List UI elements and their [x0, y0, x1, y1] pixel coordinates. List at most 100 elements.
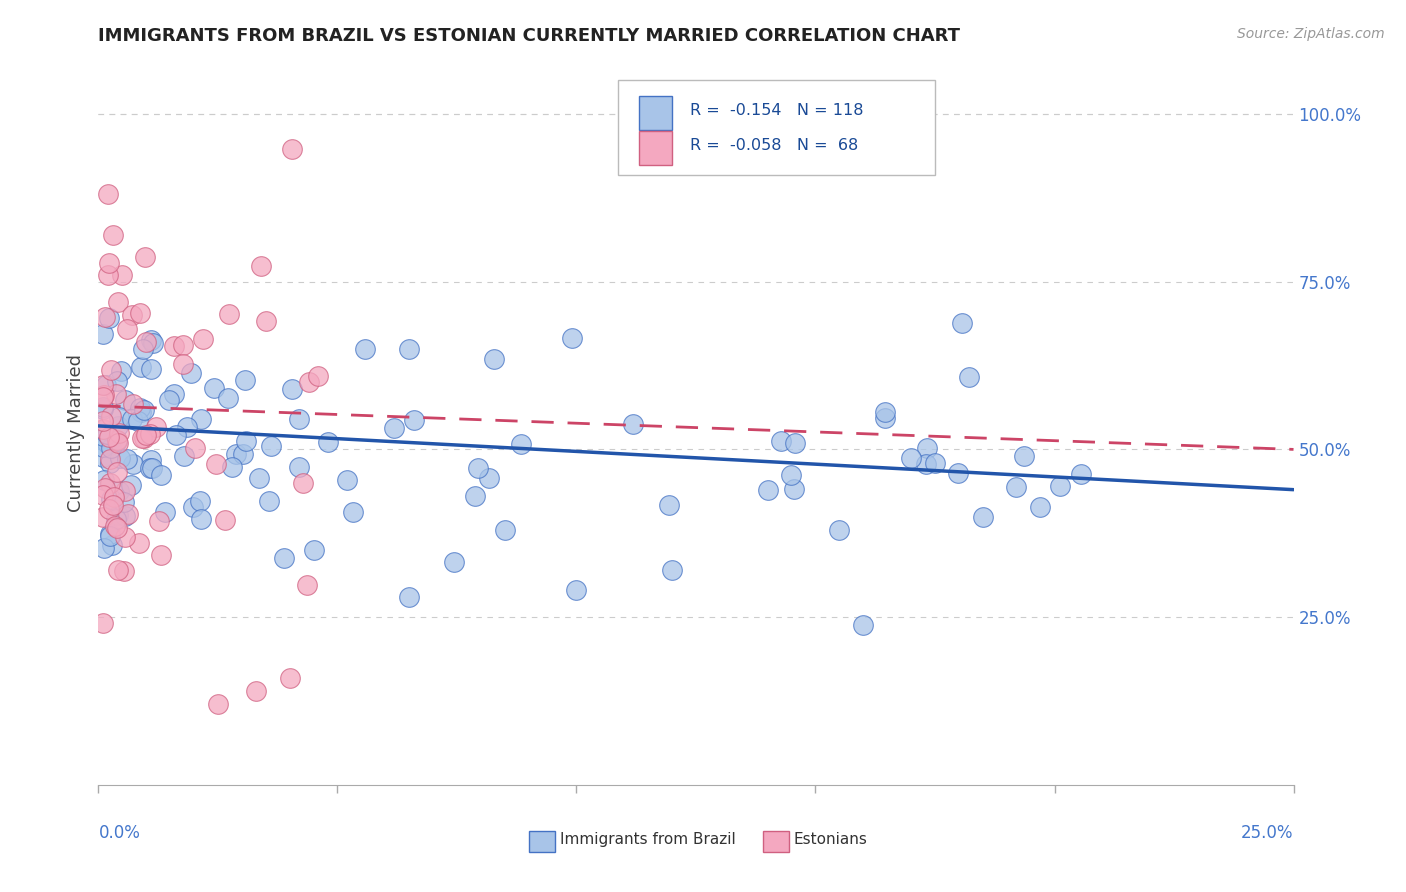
Point	[478, 471, 501, 485]
Text: Estonians: Estonians	[794, 832, 868, 847]
Point	[292, 475, 315, 490]
Point	[288, 459, 311, 474]
Point	[225, 447, 247, 461]
Point	[183, 441, 205, 455]
Point	[404, 413, 426, 427]
Point	[621, 417, 644, 432]
Point	[98, 501, 121, 516]
Point	[128, 401, 150, 416]
Point	[494, 523, 516, 537]
Point	[127, 413, 149, 427]
Point	[101, 538, 124, 552]
Point	[93, 310, 115, 325]
Point	[97, 268, 120, 283]
Point	[121, 411, 143, 425]
Point	[1028, 500, 1050, 515]
Point	[972, 509, 994, 524]
Point	[98, 457, 121, 471]
Point	[96, 436, 118, 450]
Point	[91, 378, 114, 392]
Point	[97, 436, 120, 450]
Point	[91, 510, 114, 524]
Point	[783, 482, 806, 496]
Point	[98, 529, 121, 543]
Point	[924, 456, 946, 470]
Point	[165, 428, 187, 442]
Point	[828, 523, 851, 537]
Point	[91, 390, 114, 404]
Point	[91, 326, 114, 341]
Point	[153, 505, 176, 519]
Point	[661, 563, 683, 577]
Point	[93, 473, 115, 487]
Point	[257, 494, 280, 508]
Point	[354, 342, 377, 356]
Point	[510, 437, 533, 451]
Point	[204, 457, 226, 471]
Point	[172, 337, 194, 351]
Point	[382, 421, 405, 435]
Point	[139, 333, 162, 347]
Point	[96, 426, 118, 441]
Point	[128, 536, 150, 550]
Point	[104, 518, 127, 533]
Point	[100, 441, 122, 455]
Point	[221, 459, 243, 474]
Point	[114, 530, 136, 544]
Point	[121, 308, 143, 322]
Point	[915, 441, 938, 455]
Point	[875, 405, 897, 419]
Point	[149, 468, 172, 483]
Point	[288, 412, 311, 426]
Point	[97, 187, 120, 202]
FancyBboxPatch shape	[763, 830, 789, 852]
Point	[129, 360, 152, 375]
Point	[138, 427, 160, 442]
Point	[98, 310, 121, 325]
Point	[107, 508, 129, 523]
Point	[281, 382, 304, 396]
Point	[950, 316, 973, 330]
Point	[247, 471, 270, 485]
Point	[107, 436, 129, 450]
Point	[467, 461, 489, 475]
Point	[114, 509, 136, 524]
Point	[91, 423, 114, 437]
Point	[163, 386, 186, 401]
Text: Source: ZipAtlas.com: Source: ZipAtlas.com	[1237, 27, 1385, 41]
Point	[193, 332, 215, 346]
Point	[104, 512, 127, 526]
Point	[235, 434, 257, 448]
Point	[273, 551, 295, 566]
Point	[107, 425, 129, 440]
Point	[100, 409, 122, 423]
Point	[142, 336, 165, 351]
Point	[254, 313, 277, 327]
Point	[115, 321, 138, 335]
Point	[207, 698, 229, 712]
Point	[122, 397, 145, 411]
Point	[114, 483, 136, 498]
Point	[232, 447, 254, 461]
Point	[108, 410, 131, 425]
Point	[298, 376, 321, 390]
Point	[873, 411, 896, 425]
Point	[190, 512, 212, 526]
Point	[336, 473, 359, 487]
Text: 0.0%: 0.0%	[98, 823, 141, 842]
Point	[756, 483, 779, 497]
Point	[100, 492, 122, 507]
Point	[484, 352, 506, 367]
Point	[91, 422, 114, 436]
Point	[129, 405, 152, 419]
Point	[302, 543, 325, 558]
Point	[111, 268, 134, 282]
Point	[97, 436, 120, 450]
Point	[957, 370, 980, 384]
Point	[105, 434, 128, 448]
Point	[1012, 449, 1035, 463]
Point	[278, 671, 301, 685]
Point	[245, 684, 267, 698]
Point	[157, 392, 180, 407]
Point	[97, 430, 120, 444]
